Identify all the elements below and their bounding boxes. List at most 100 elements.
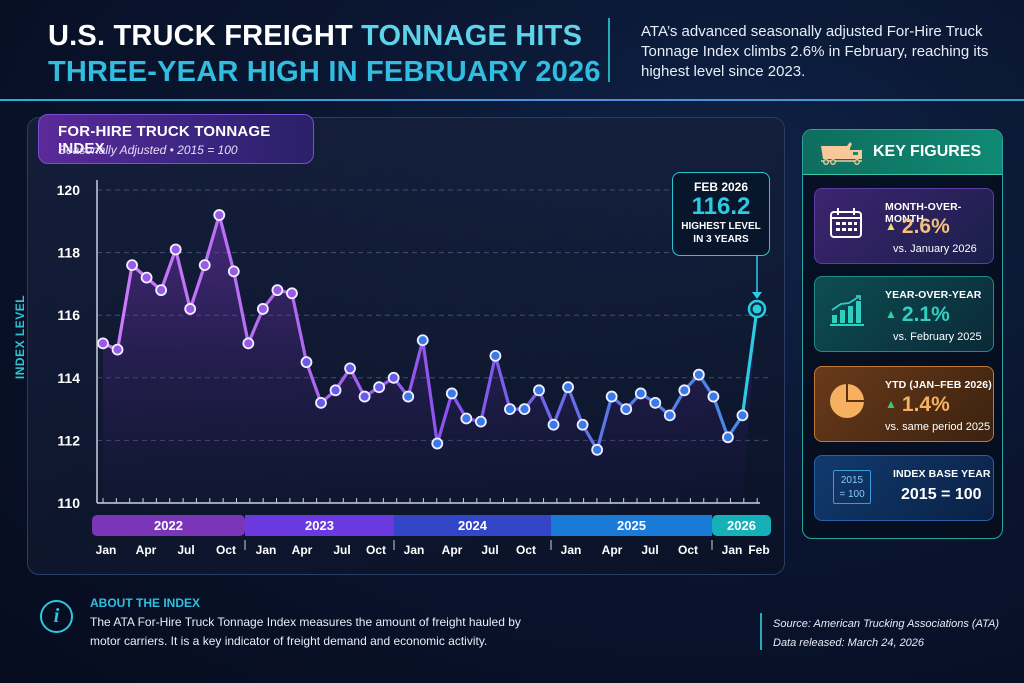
card-year-over-year: YEAR-OVER-YEAR ▲ 2.1% vs. February 2025: [814, 276, 994, 352]
data-point: [489, 349, 502, 362]
yoy-comparison: vs. February 2025: [893, 331, 982, 343]
data-point: [663, 409, 676, 422]
x-tick-label: Feb: [748, 543, 769, 557]
x-tick-label: Apr: [292, 543, 313, 557]
annotation-period: FEB 2026: [693, 180, 749, 194]
x-tick-label: Jan: [561, 543, 582, 557]
highlight-annotation: FEB 2026 116.2 HIGHEST LEVEL IN 3 YEARS: [672, 172, 770, 256]
year-band: [712, 515, 771, 536]
base-box-line-2: = 100: [839, 489, 865, 500]
data-point: [198, 259, 211, 272]
year-band: [245, 515, 394, 536]
x-tick-label: Jul: [481, 543, 498, 557]
source-text: Source: American Trucking Associations (…: [773, 618, 999, 630]
y-tick-label: 120: [57, 182, 81, 198]
mom-value: 2.6%: [901, 215, 950, 238]
ytd-label: YTD (JAN–FEB 2026): [885, 379, 992, 391]
data-point: [402, 390, 415, 403]
up-arrow-icon: ▲: [885, 397, 897, 411]
data-point: [256, 303, 269, 315]
base-label: INDEX BASE YEAR: [893, 468, 991, 480]
data-point: [300, 356, 313, 369]
annotation-note-2: IN 3 YEARS: [693, 234, 749, 245]
yoy-value-row: ▲ 2.1%: [885, 303, 950, 327]
y-tick-label: 114: [57, 370, 80, 386]
chart-subtitle: Seasonally Adjusted • 2015 = 100: [58, 143, 238, 157]
data-point: [445, 387, 458, 400]
data-point: [707, 390, 720, 403]
data-point: [184, 303, 197, 315]
mom-value-row: ▲ 2.6%: [885, 215, 950, 239]
page-title: U.S. TRUCK FREIGHT TONNAGE HITS THREE-YE…: [48, 18, 601, 90]
up-arrow-icon: ▲: [885, 307, 897, 321]
base-year-icon: 2015 = 100: [833, 470, 871, 504]
header-subtitle: ATA’s advanced seasonally adjusted For-H…: [641, 23, 989, 80]
data-point: [373, 381, 386, 394]
data-point: [315, 396, 327, 409]
data-point: [620, 403, 633, 416]
source-block: Source: American Trucking Associations (…: [773, 615, 999, 653]
data-point: [227, 265, 240, 278]
data-point: [649, 396, 662, 409]
truck-icon: [821, 142, 862, 165]
pie-chart-icon: [830, 384, 864, 418]
x-tick-label: Jan: [404, 543, 425, 557]
yoy-label: YEAR-OVER-YEAR: [885, 289, 982, 301]
title-part-cyan: TONNAGE HITS: [361, 20, 583, 52]
x-tick-label: Jan: [256, 543, 277, 557]
data-point: [605, 390, 618, 403]
data-point: [431, 437, 444, 450]
base-value: 2015 = 100: [901, 486, 982, 503]
data-point: [97, 337, 109, 350]
data-point: [736, 409, 749, 422]
x-tick-label: Jan: [722, 543, 743, 557]
year-band-label: 2023: [305, 518, 334, 533]
x-tick-label: Oct: [678, 543, 698, 557]
header-rule: [0, 99, 1024, 101]
x-tick-label: Oct: [516, 543, 536, 557]
title-part-white: U.S. TRUCK FREIGHT: [48, 20, 362, 52]
chart-title: FOR-HIRE TRUCK TONNAGE INDEX: [58, 123, 271, 157]
annotation-arrow-head: [752, 291, 762, 299]
mom-comparison: vs. January 2026: [893, 243, 977, 255]
data-point: [344, 362, 356, 375]
data-point: [692, 368, 705, 381]
card-index-base-year: 2015 = 100 INDEX BASE YEAR 2015 = 100: [814, 455, 994, 521]
year-band-label: 2026: [727, 518, 756, 533]
data-point: [387, 371, 400, 384]
year-band-label: 2022: [154, 518, 183, 533]
data-point: [242, 337, 255, 350]
data-point: [533, 384, 545, 397]
title-line-2: THREE-YEAR HIGH IN FEBRUARY 2026: [48, 56, 601, 88]
data-point: [678, 384, 691, 397]
data-point: [286, 287, 298, 300]
ytd-value-row: ▲ 1.4%: [885, 393, 950, 417]
annotation-note-1: HIGHEST LEVEL: [681, 221, 761, 232]
data-point: [518, 403, 531, 416]
bar-chart-up-icon: [830, 295, 864, 326]
chart-title-box: FOR-HIRE TRUCK TONNAGE INDEX Seasonally …: [38, 114, 314, 164]
data-point: [126, 259, 138, 272]
up-arrow-icon: ▲: [885, 219, 897, 233]
header-divider: [608, 18, 610, 82]
base-box-line-1: 2015: [840, 475, 864, 486]
data-point: [576, 418, 589, 431]
year-band: [551, 515, 712, 536]
data-point: [474, 415, 487, 428]
x-tick-label: Jul: [333, 543, 350, 557]
mom-label: MONTH-OVER-MONTH: [885, 201, 962, 225]
x-tick-label: Apr: [442, 543, 463, 557]
ytd-comparison: vs. same period 2025: [885, 421, 991, 433]
data-point: [111, 343, 124, 356]
data-point: [169, 243, 182, 256]
y-axis-title: INDEX LEVEL: [13, 294, 27, 380]
x-tick-label: Jul: [177, 543, 194, 557]
data-point: [634, 387, 647, 400]
card-month-over-month: MONTH-OVER-MONTH ▲ 2.6% vs. January 2026: [814, 188, 994, 264]
data-point: [329, 384, 342, 397]
source-divider: [760, 613, 762, 650]
x-tick-label: Oct: [366, 543, 386, 557]
data-point: [591, 443, 604, 456]
data-point: [271, 284, 284, 297]
